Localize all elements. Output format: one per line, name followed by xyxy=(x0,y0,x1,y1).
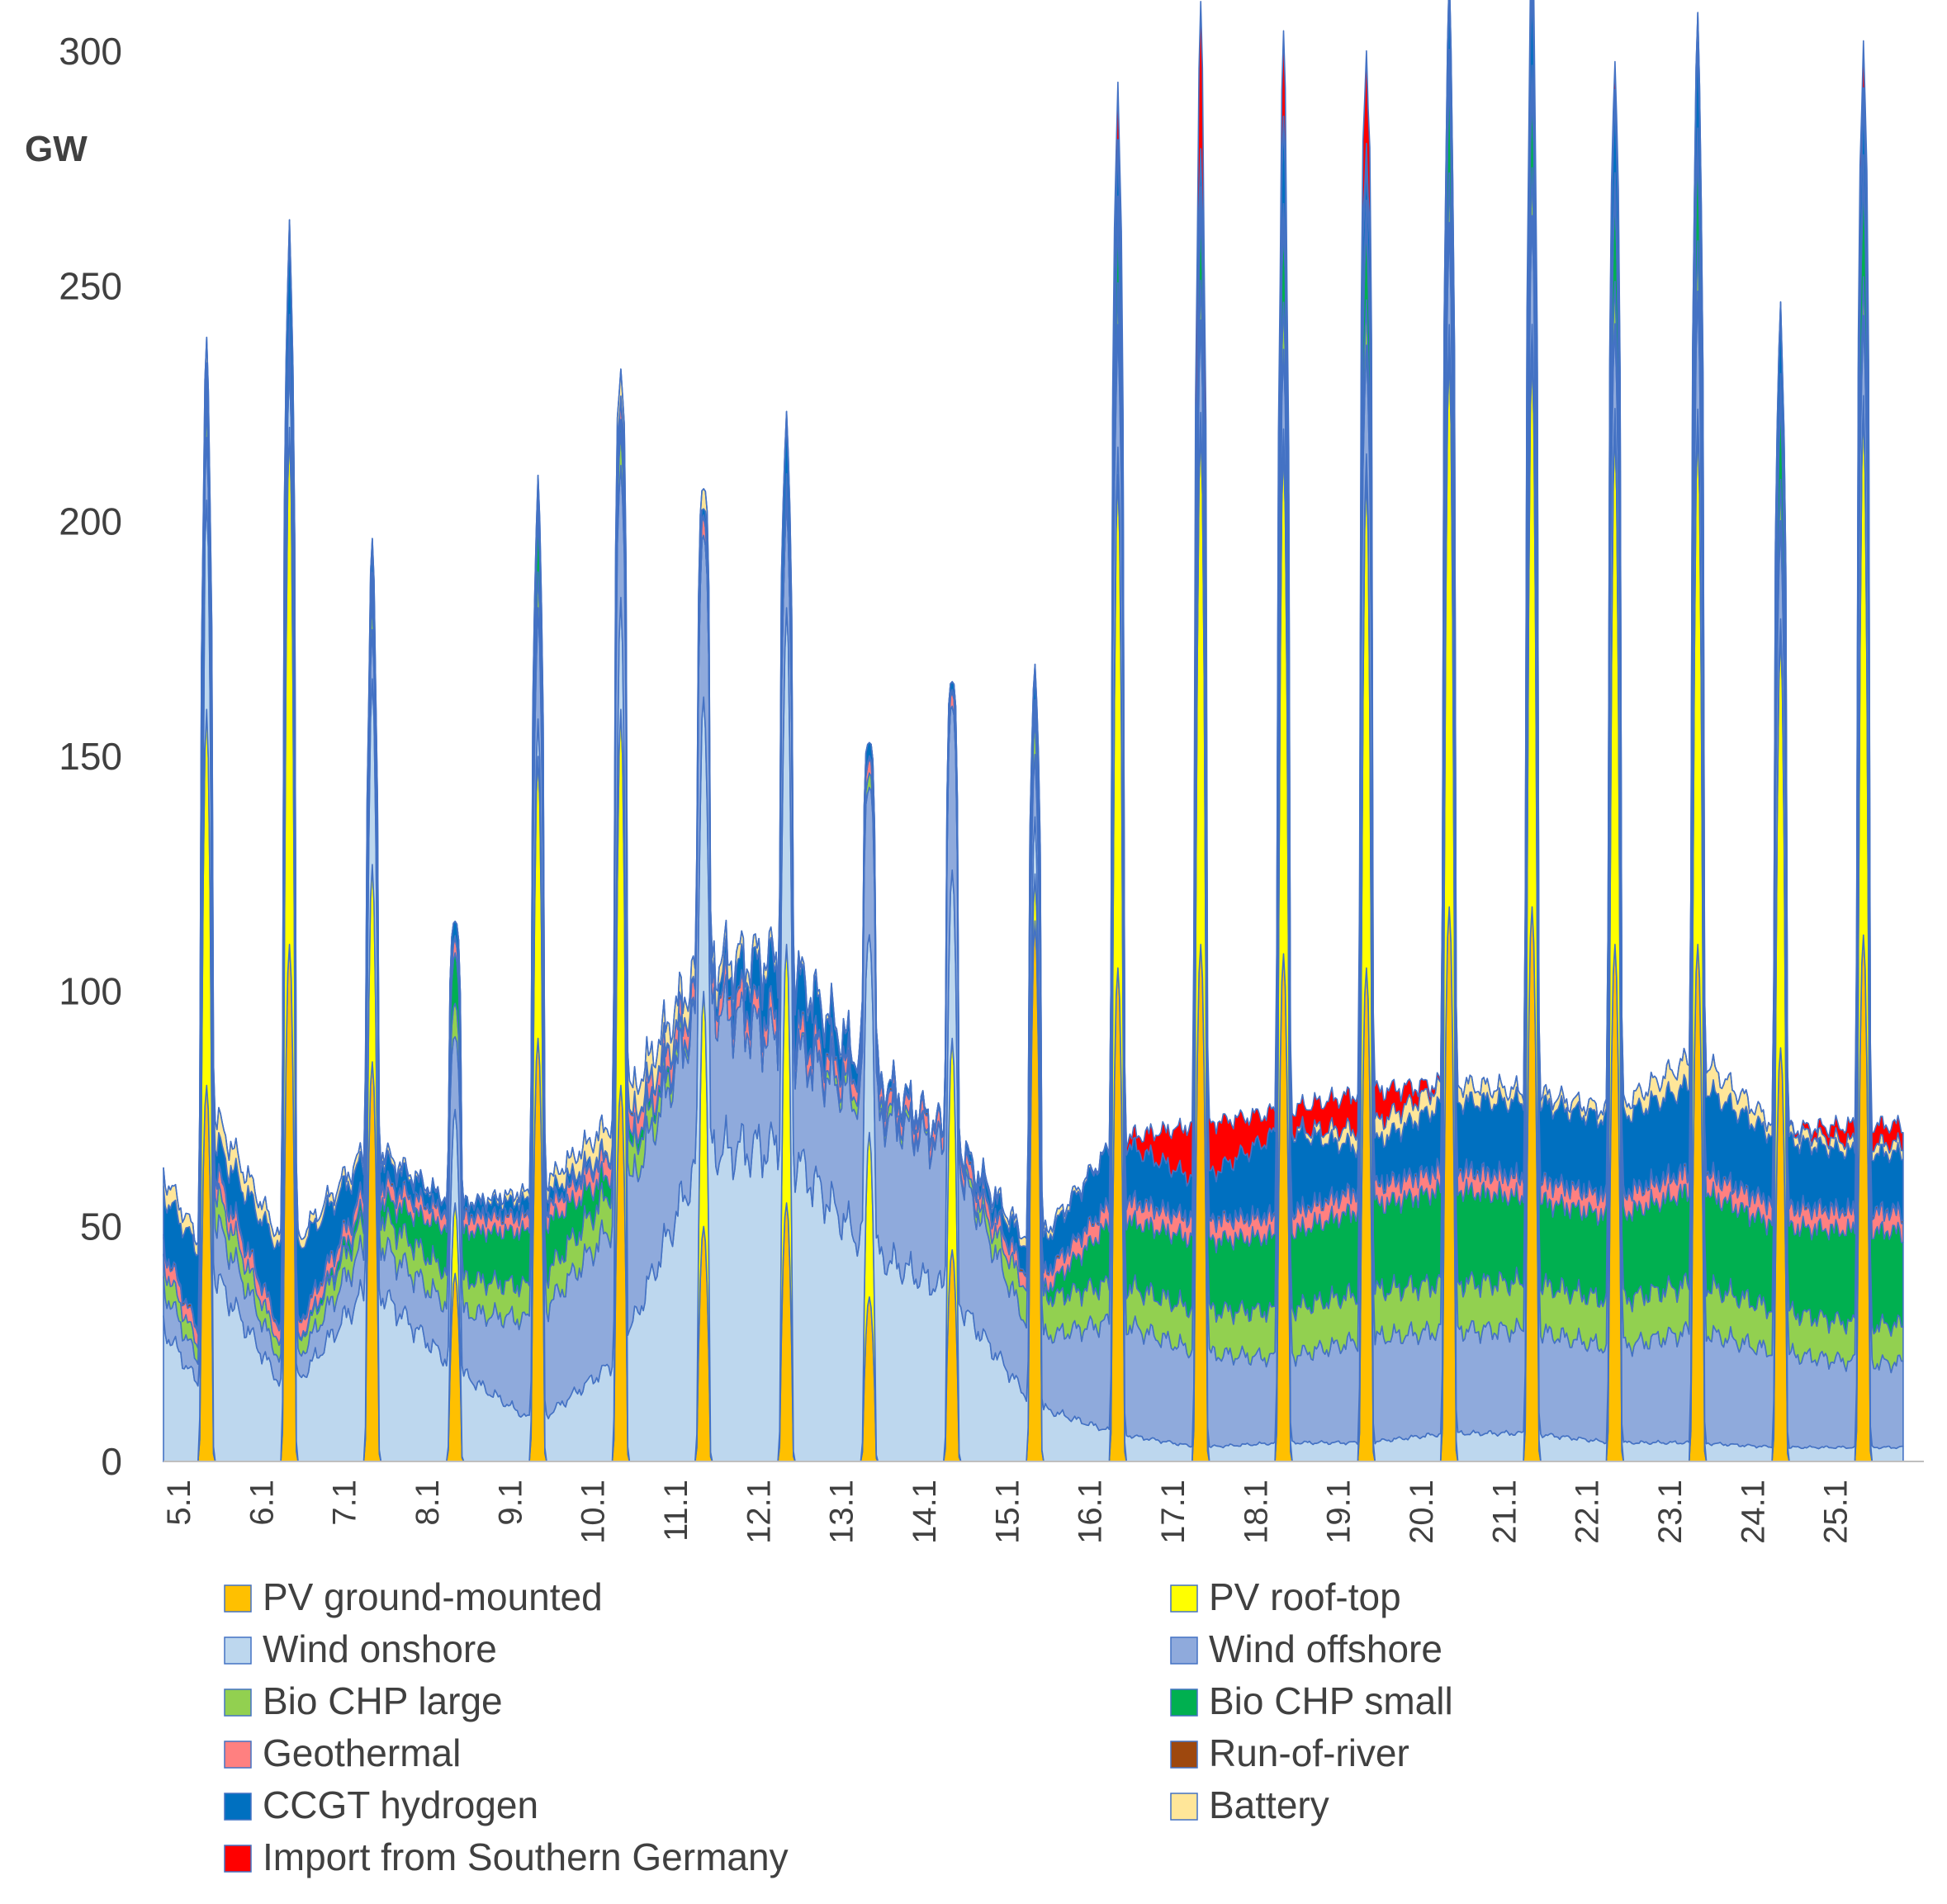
x-tick-label: 23.1 xyxy=(1652,1480,1689,1544)
legend-swatch xyxy=(224,1636,252,1665)
legend-label: Wind offshore xyxy=(1209,1627,1442,1670)
x-tick-label: 10.1 xyxy=(576,1480,612,1544)
legend-label: Wind onshore xyxy=(263,1627,497,1670)
x-tick-label: 5.1 xyxy=(161,1480,197,1526)
y-axis-unit: GW xyxy=(25,129,88,169)
legend-label: Import from Southern Germany xyxy=(263,1835,789,1878)
x-tick-label: 15.1 xyxy=(989,1480,1026,1544)
y-tick-label: 0 xyxy=(101,1440,122,1483)
x-axis: 5.1 6.1 7.1 8.1 9.1 10.1 11.1 12.1 13.1 14.1 15.1 1… xyxy=(161,1480,1855,1544)
x-tick-label: 21.1 xyxy=(1486,1480,1523,1544)
x-tick-label: 14.1 xyxy=(907,1480,943,1544)
legend-swatch xyxy=(224,1845,252,1873)
x-tick-label: 7.1 xyxy=(327,1480,363,1526)
y-axis: 0 50 100 150 200 250 300 xyxy=(59,30,122,1483)
y-tick-label: 250 xyxy=(59,265,122,308)
legend-swatch xyxy=(1170,1688,1198,1717)
x-tick-label: 20.1 xyxy=(1404,1480,1440,1544)
legend-label: PV ground-mounted xyxy=(263,1575,603,1618)
y-tick-label: 50 xyxy=(80,1205,122,1248)
legend-swatch xyxy=(224,1793,252,1821)
legend-label: Run-of-river xyxy=(1209,1731,1409,1774)
legend-label: Bio CHP small xyxy=(1209,1679,1453,1722)
legend-swatch xyxy=(1170,1741,1198,1769)
legend-swatch xyxy=(1170,1584,1198,1613)
legend-label: Battery xyxy=(1209,1783,1329,1826)
legend-swatch xyxy=(224,1584,252,1613)
legend-label: CCGT hydrogen xyxy=(263,1783,538,1826)
y-tick-label: 100 xyxy=(59,970,122,1013)
legend-label: Geothermal xyxy=(263,1731,461,1774)
x-tick-label: 18.1 xyxy=(1238,1480,1274,1544)
x-tick-label: 19.1 xyxy=(1321,1480,1357,1544)
x-tick-label: 11.1 xyxy=(658,1480,694,1542)
x-tick-label: 13.1 xyxy=(824,1480,860,1544)
series-areas xyxy=(163,0,1904,1462)
x-tick-label: 22.1 xyxy=(1570,1480,1606,1544)
y-tick-label: 150 xyxy=(59,735,122,778)
legend-swatch xyxy=(1170,1636,1198,1665)
area-import-from-southern-germany xyxy=(163,0,1904,1246)
x-tick-label: 24.1 xyxy=(1735,1480,1771,1544)
y-tick-label: 200 xyxy=(59,500,122,542)
x-tick-label: 17.1 xyxy=(1155,1480,1191,1544)
legend-swatch xyxy=(224,1688,252,1717)
x-tick-label: 25.1 xyxy=(1818,1480,1855,1544)
legend-label: PV roof-top xyxy=(1209,1575,1401,1618)
x-tick-label: 16.1 xyxy=(1073,1480,1109,1544)
x-tick-label: 8.1 xyxy=(410,1480,446,1526)
legend-label: Bio CHP large xyxy=(263,1679,503,1722)
x-tick-label: 9.1 xyxy=(492,1480,528,1526)
legend: PV ground-mounted PV roof-top Wind onshore… xyxy=(224,1575,1453,1878)
legend-swatch xyxy=(224,1741,252,1769)
legend-swatch xyxy=(1170,1793,1198,1821)
x-tick-label: 12.1 xyxy=(741,1480,777,1544)
y-tick-label: 300 xyxy=(59,30,122,73)
x-tick-label: 6.1 xyxy=(244,1480,280,1526)
